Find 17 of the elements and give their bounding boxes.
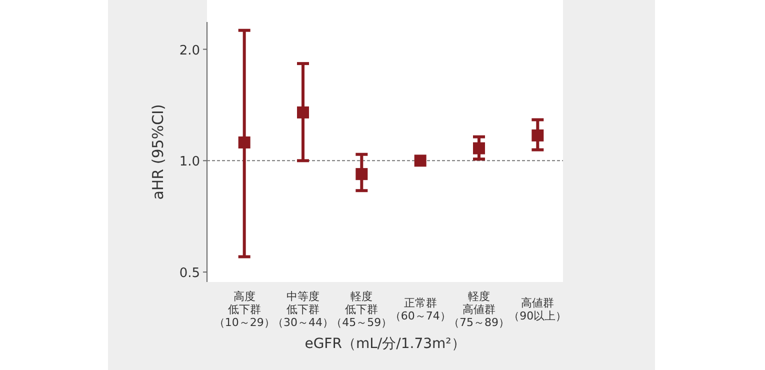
point <box>238 136 250 148</box>
point <box>473 142 485 154</box>
y-tick-label: 1.0 <box>179 154 200 170</box>
x-axis-title: eGFR（mL/分/1.73m²） <box>304 336 466 352</box>
point <box>356 168 368 180</box>
x-tick-label: 軽度低下群（45～59） <box>331 290 392 329</box>
point <box>414 154 426 167</box>
y-axis-title: aHR (95%CI) <box>149 104 167 200</box>
y-tick-label: 0.5 <box>179 266 200 282</box>
x-tick-label: 軽度高値群（75～89） <box>448 290 510 329</box>
point <box>297 106 309 118</box>
x-tick-label: 高値群（90以上） <box>508 296 567 322</box>
x-tick-label: 中等度低下群（30～44） <box>272 290 334 329</box>
point <box>532 129 544 142</box>
x-tick-label: 正常群（60～74） <box>390 296 451 322</box>
x-tick-label: 高度低下群（10～29） <box>214 290 275 329</box>
y-tick-label: 2.0 <box>179 43 200 58</box>
